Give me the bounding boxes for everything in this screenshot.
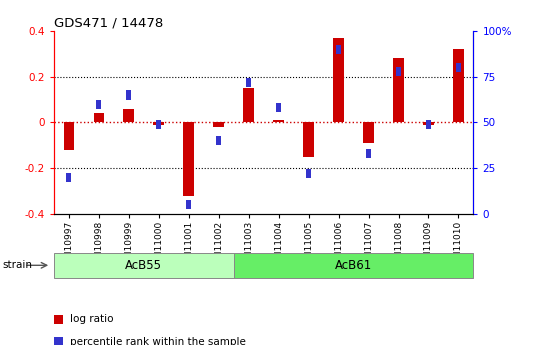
Bar [273, 120, 284, 122]
Bar [63, 122, 74, 150]
Bar [153, 122, 164, 125]
Bar [423, 122, 434, 125]
Bar [366, 149, 371, 158]
Bar [303, 122, 314, 157]
Bar [426, 120, 431, 129]
Bar [243, 88, 254, 122]
Bar [216, 136, 221, 145]
Bar [214, 122, 224, 127]
Text: GDS471 / 14478: GDS471 / 14478 [54, 17, 163, 30]
Bar [124, 109, 134, 122]
Bar [246, 78, 251, 87]
Bar [126, 90, 131, 100]
Bar [66, 173, 72, 182]
Bar [94, 113, 104, 122]
Bar [453, 49, 464, 122]
Bar [334, 38, 344, 122]
Bar [393, 59, 404, 122]
Bar [363, 122, 374, 143]
Bar [336, 45, 341, 54]
Bar [396, 67, 401, 76]
Bar [156, 120, 161, 129]
Text: percentile rank within the sample: percentile rank within the sample [70, 337, 246, 345]
Bar [456, 63, 461, 72]
Text: AcB61: AcB61 [335, 259, 372, 272]
Text: strain: strain [3, 260, 33, 270]
Text: log ratio: log ratio [70, 314, 114, 324]
Bar [186, 200, 192, 209]
Text: AcB55: AcB55 [125, 259, 162, 272]
Bar [306, 169, 312, 178]
Bar [276, 103, 281, 112]
Bar [96, 100, 102, 109]
Bar [183, 122, 194, 196]
